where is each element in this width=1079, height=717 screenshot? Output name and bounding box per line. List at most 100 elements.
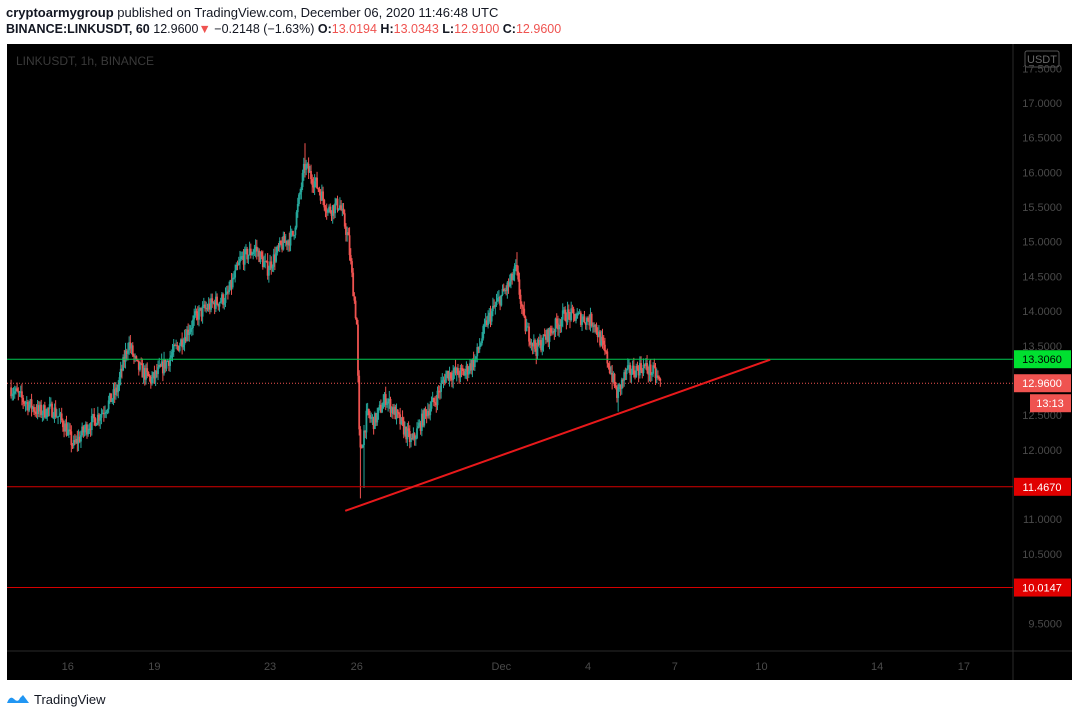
candle-body — [213, 302, 216, 309]
candle-body — [416, 428, 418, 439]
candle-body — [178, 345, 181, 351]
candle-body — [30, 399, 33, 409]
candle-body — [616, 387, 618, 398]
candle-body — [659, 378, 662, 381]
candle-body — [37, 405, 40, 412]
candle-body — [118, 377, 121, 385]
candle-body — [300, 187, 303, 193]
candle-body — [384, 394, 387, 405]
candle-body — [559, 324, 562, 327]
candle-body — [467, 371, 470, 375]
candle-body — [90, 415, 93, 430]
candle-body — [341, 208, 344, 211]
candle-body — [239, 259, 241, 263]
price-tick-label: 15.5000 — [1022, 202, 1062, 214]
candle-body — [104, 413, 106, 415]
candle-body — [289, 231, 292, 246]
candle-body — [141, 363, 144, 378]
candle-body — [548, 328, 551, 342]
candle-body — [342, 208, 345, 214]
price-tick-label: 13.5000 — [1022, 341, 1062, 353]
candle-body — [541, 345, 544, 351]
candle-body — [428, 411, 430, 416]
candle-body — [601, 336, 604, 341]
candle-body — [229, 280, 232, 290]
price-axis[interactable] — [1013, 44, 1072, 651]
candle-body — [443, 379, 446, 383]
candle-body — [313, 181, 316, 188]
candle-body — [407, 428, 410, 431]
price-tick-label: 12.5000 — [1022, 410, 1062, 422]
candle-body — [214, 296, 217, 309]
candle-body — [242, 256, 245, 265]
candle-body — [573, 314, 576, 321]
currency-badge[interactable]: USDT — [1024, 50, 1060, 68]
candle-body — [524, 316, 527, 332]
publisher-name[interactable]: cryptoarmygroup — [6, 5, 114, 20]
candle-body — [611, 372, 614, 383]
time-tick-label: 26 — [351, 661, 363, 673]
candle-body — [254, 246, 257, 250]
horizontal-levels[interactable] — [7, 358, 1013, 589]
candle-body — [555, 318, 558, 324]
candle-body — [507, 282, 510, 287]
candle-body — [312, 185, 315, 188]
candle-body — [473, 358, 476, 368]
tradingview-logo-icon — [7, 695, 29, 703]
candle-body — [59, 413, 62, 416]
candle-body — [314, 177, 317, 182]
candle-body — [39, 404, 41, 412]
trendline[interactable] — [344, 358, 771, 512]
candle-body — [554, 318, 557, 332]
candle-body — [394, 406, 397, 419]
plot-area[interactable] — [7, 44, 1013, 651]
candle-body — [194, 311, 197, 316]
candle-body — [646, 363, 648, 371]
candle-body — [398, 412, 400, 415]
candle-body — [247, 254, 250, 260]
candle-body — [80, 435, 82, 442]
candle-body — [500, 294, 503, 306]
candle-body — [206, 307, 209, 310]
candle-body — [426, 411, 429, 417]
candle-body — [631, 365, 634, 374]
candle-body — [129, 342, 132, 349]
candle-body — [143, 368, 146, 380]
candle-body — [339, 205, 341, 209]
candle-body — [457, 368, 459, 375]
candle-body — [284, 240, 287, 243]
candle-body — [249, 248, 252, 256]
candle-body — [567, 309, 570, 314]
candle-body — [53, 407, 56, 418]
candle-body — [470, 363, 473, 371]
candle-body — [349, 255, 352, 262]
candle-body — [482, 326, 485, 339]
candle-body — [417, 426, 420, 429]
candle-body — [236, 264, 239, 266]
candle-body — [95, 423, 98, 426]
candle-body — [337, 208, 340, 210]
candle-body — [147, 372, 150, 376]
candle-body — [124, 350, 127, 362]
candle-body — [599, 331, 601, 346]
candle-body — [110, 393, 112, 403]
candle-body — [23, 402, 26, 404]
candle-body — [382, 401, 385, 409]
publication-info: cryptoarmygroup published on TradingView… — [6, 5, 498, 20]
candle-body — [654, 366, 657, 378]
candle-body — [296, 204, 299, 213]
candle-body — [180, 339, 182, 346]
time-axis[interactable] — [7, 651, 1013, 680]
candle-body — [501, 288, 504, 295]
candle-body — [76, 438, 79, 444]
candle-body — [92, 414, 94, 416]
candle-body — [655, 375, 658, 378]
candle-body — [513, 266, 516, 275]
tradingview-footer[interactable]: TradingView — [6, 690, 106, 708]
candle-body — [483, 323, 486, 327]
candle-body — [106, 409, 109, 412]
candle-body — [585, 317, 588, 325]
candle-body — [628, 365, 630, 367]
candle-body — [60, 413, 63, 421]
